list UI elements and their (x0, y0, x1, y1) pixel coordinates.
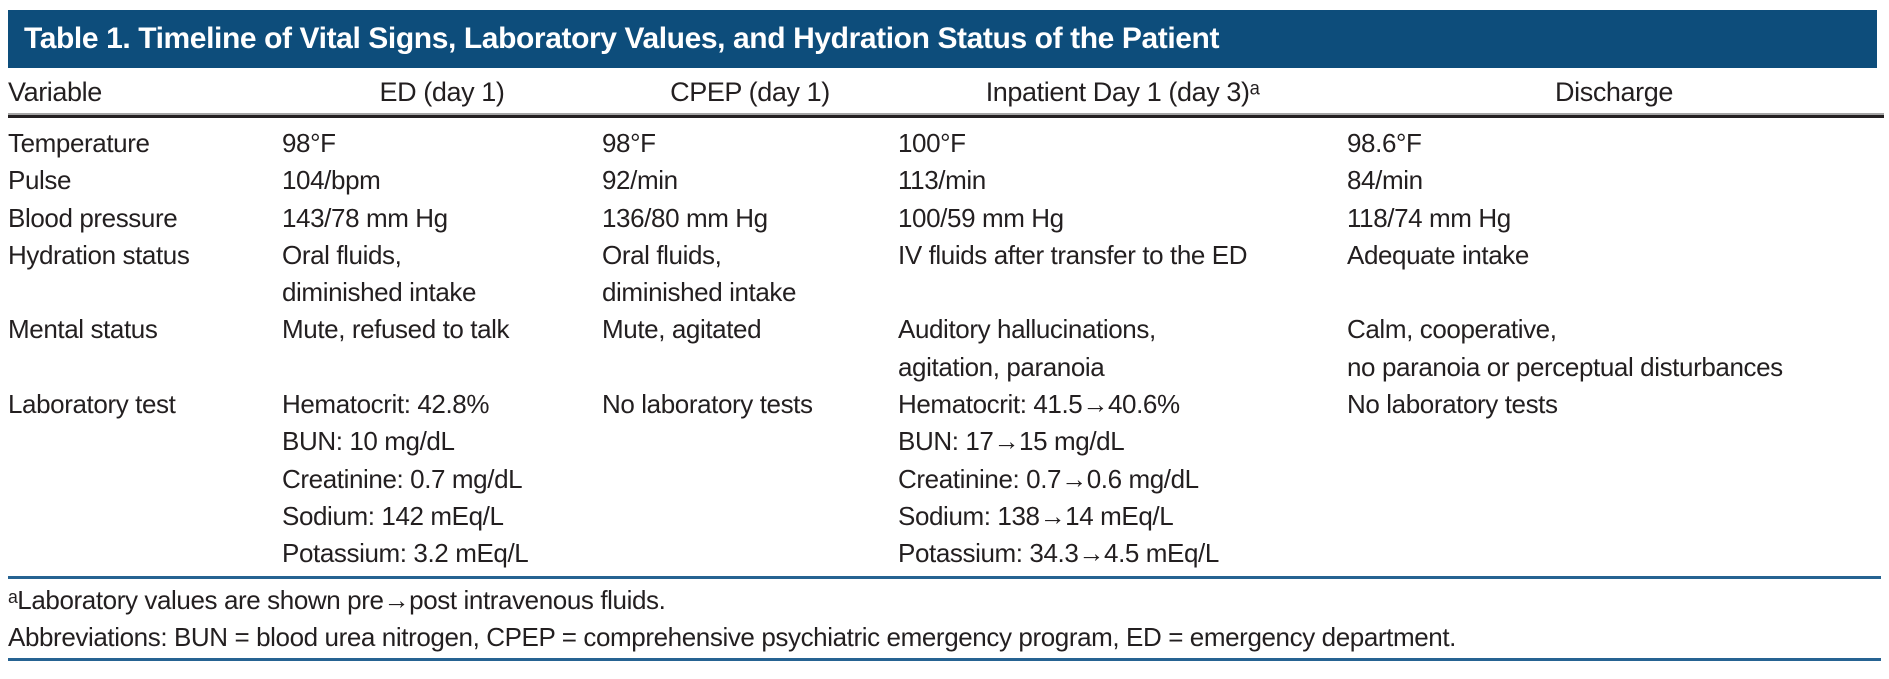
footnote-lab-values: ᵃLaboratory values are shown pre→post in… (8, 584, 666, 615)
cell-mental-cpep: Mute, agitated (602, 314, 762, 345)
cell-bp-ed: 143/78 mm Hg (282, 202, 448, 233)
cell-hydration-ed: Oral fluids, diminished intake (282, 239, 477, 308)
row-label: Mental status (8, 314, 158, 345)
table-title: Table 1. Timeline of Vital Signs, Labora… (24, 22, 1220, 55)
table-header-row: Variable ED (day 1) CPEP (day 1) Inpatie… (0, 68, 1889, 113)
cell-pulse-cpep: 92/min (602, 165, 678, 196)
cell-lab-inpatient: Hematocrit: 41.5→40.6% BUN: 17→15 mg/dL … (898, 389, 1219, 569)
cell-lab-discharge: No laboratory tests (1347, 389, 1558, 420)
cell-lab-ed: Hematocrit: 42.8% BUN: 10 mg/dL Creatini… (282, 389, 529, 569)
cell-temperature-ed: 98°F (282, 128, 336, 158)
cell-hydration-discharge: Adequate intake (1347, 239, 1529, 270)
row-label: Hydration status (8, 239, 190, 270)
header-rule-dark (8, 115, 1884, 118)
table-body: Temperature 98°F 98°F 100°F 98.6°F Pulse… (0, 118, 1889, 576)
row-label: Pulse (8, 165, 72, 196)
cell-bp-inpatient: 100/59 mm Hg (898, 202, 1064, 233)
cell-lab-cpep: No laboratory tests (602, 389, 813, 420)
cell-mental-ed: Mute, refused to talk (282, 314, 510, 345)
column-header-discharge: Discharge (1555, 77, 1673, 107)
cell-mental-inpatient: Auditory hallucinations, agitation, para… (898, 314, 1156, 382)
cell-pulse-discharge: 84/min (1347, 165, 1423, 196)
column-header-ed: ED (day 1) (379, 77, 505, 107)
cell-temperature-cpep: 98°F (602, 128, 656, 158)
cell-hydration-cpep: Oral fluids, diminished intake (602, 239, 797, 308)
column-header-variable: Variable (8, 77, 102, 107)
cell-pulse-inpatient: 113/min (898, 165, 986, 196)
cell-temperature-discharge: 98.6°F (1347, 128, 1422, 158)
footnote-rule-top (8, 575, 1881, 579)
cell-hydration-inpatient: IV fluids after transfer to the ED (898, 239, 1248, 270)
cell-mental-discharge: Calm, cooperative, no paranoia or percep… (1347, 314, 1783, 382)
cell-pulse-ed: 104/bpm (282, 165, 381, 196)
table-title-bar: Table 1. Timeline of Vital Signs, Labora… (8, 10, 1877, 68)
column-header-cpep: CPEP (day 1) (670, 77, 830, 107)
footnotes: ᵃLaboratory values are shown pre→post in… (0, 579, 1889, 658)
row-label: Blood pressure (8, 202, 178, 233)
row-label: Laboratory test (8, 389, 176, 420)
cell-temperature-inpatient: 100°F (898, 128, 966, 158)
column-header-inpatient: Inpatient Day 1 (day 3)ᵃ (985, 77, 1260, 107)
header-rule-gray (8, 113, 1884, 115)
cell-bp-discharge: 118/74 mm Hg (1347, 202, 1511, 233)
cell-bp-cpep: 136/80 mm Hg (602, 202, 768, 233)
footnote-abbreviations: Abbreviations: BUN = blood urea nitrogen… (8, 621, 1456, 652)
footnote-rule-bottom (8, 657, 1881, 661)
row-label: Temperature (8, 128, 150, 158)
